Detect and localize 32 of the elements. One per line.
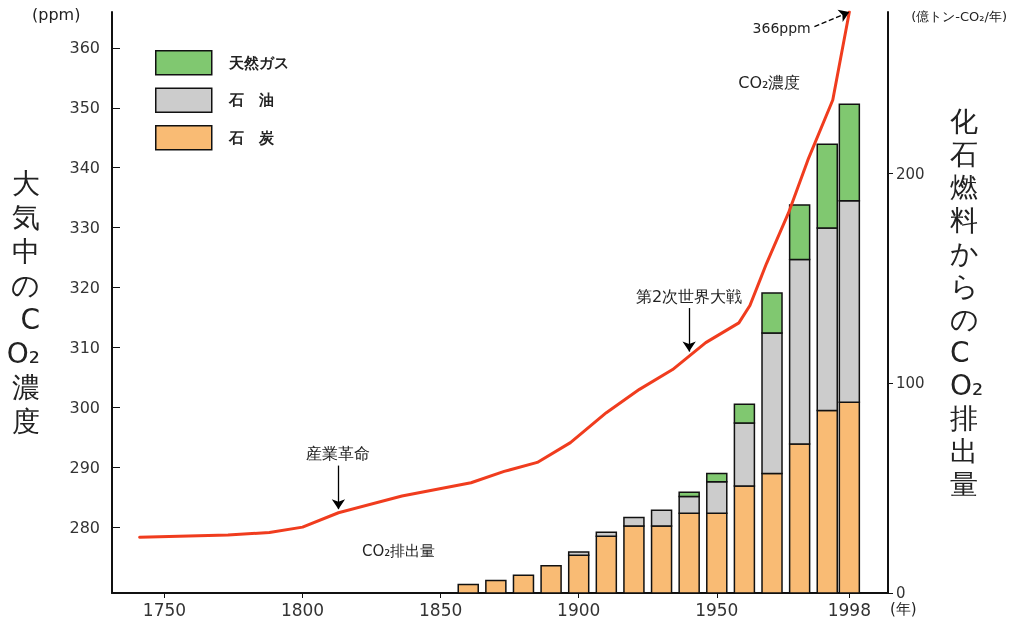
text: CO₂濃度	[738, 72, 801, 92]
legend-label: 石 炭	[227, 128, 275, 147]
y2-tick-label: 100	[896, 374, 925, 393]
y-tick-label: 330	[69, 218, 100, 238]
y-tick-label: 310	[69, 337, 100, 357]
x-tick-label: 1800	[280, 599, 325, 620]
annotation: 366ppm	[752, 20, 811, 37]
line-series	[138, 10, 851, 539]
annotation: CO₂排出量	[362, 541, 436, 560]
y2-tick-label: 0	[896, 584, 906, 602]
y-tick-label: 360	[69, 38, 100, 58]
annotation: 産業革命	[306, 444, 371, 464]
y-tick-label: 340	[69, 158, 100, 178]
text: (億トン-CO₂/年)	[911, 9, 1008, 24]
text: (ppm)	[32, 4, 81, 24]
legend-label: 石 油	[227, 91, 274, 110]
x-tick-label: 1998	[827, 599, 871, 620]
y-tick-label: 300	[69, 397, 100, 417]
x-tick-label: 1900	[557, 599, 601, 620]
legend-label: 天然ガス	[227, 53, 289, 72]
y-tick-label: 350	[69, 98, 100, 118]
y2-tick-label: 200	[896, 164, 925, 183]
y-axis-title: 大気中のCO₂濃度	[6, 167, 40, 438]
annotation: 第2次世界大戦	[636, 286, 743, 306]
y-tick-label: 320	[69, 278, 100, 298]
y-tick-label: 290	[69, 457, 100, 477]
text: 化石燃料からのCO₂排出量	[950, 104, 984, 501]
y-tick-label: 280	[69, 517, 100, 537]
x-tick-label: 1750	[142, 599, 187, 620]
x-tick-label: 1850	[418, 599, 463, 620]
x-tick-label: 1950	[695, 599, 739, 620]
x-axis-title: (年)	[890, 599, 917, 618]
